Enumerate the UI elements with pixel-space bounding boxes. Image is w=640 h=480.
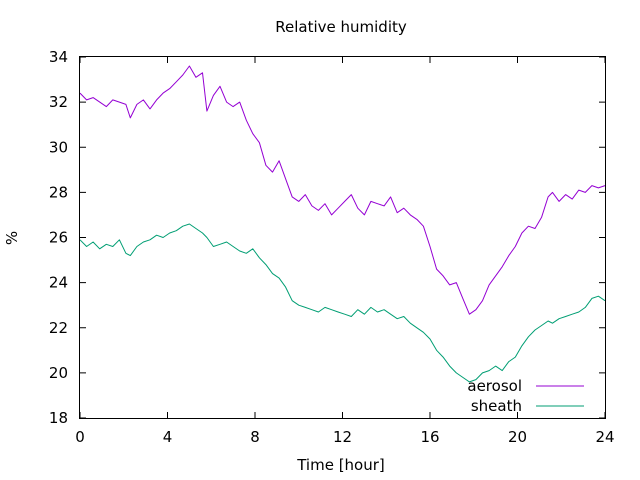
x-tick-label: 20 [508,428,527,446]
x-tick-label: 12 [333,428,352,446]
plot-area [79,65,606,383]
y-tick-label: 20 [49,364,68,382]
x-tick-label: 16 [420,428,439,446]
chart-title: Relative humidity [275,18,407,36]
y-tick-label: 30 [49,138,68,156]
x-tick-label: 4 [163,428,173,446]
y-tick-label: 26 [49,229,68,247]
legend-label-aerosol: aerosol [467,377,522,395]
y-tick-label: 18 [49,409,68,427]
x-tick-label: 8 [250,428,260,446]
y-tick-label: 24 [49,274,68,292]
y-tick-label: 34 [49,48,68,66]
y-tick-label: 28 [49,183,68,201]
legend: aerosol sheath [467,377,584,415]
x-axis-label: Time [hour] [296,456,385,474]
series-line-aerosol [79,65,606,315]
y-tick-label: 32 [49,93,68,111]
y-axis-label: % [3,231,21,245]
axis-ticks: 0 4 8 12 16 20 24 18 20 22 24 26 28 30 32 34 [49,48,615,446]
series-line-sheath [79,223,606,383]
y-tick-label: 22 [49,319,68,337]
legend-label-sheath: sheath [471,397,522,415]
x-tick-label: 24 [595,428,614,446]
plot-frame [79,56,606,419]
x-tick-label: 0 [75,428,85,446]
